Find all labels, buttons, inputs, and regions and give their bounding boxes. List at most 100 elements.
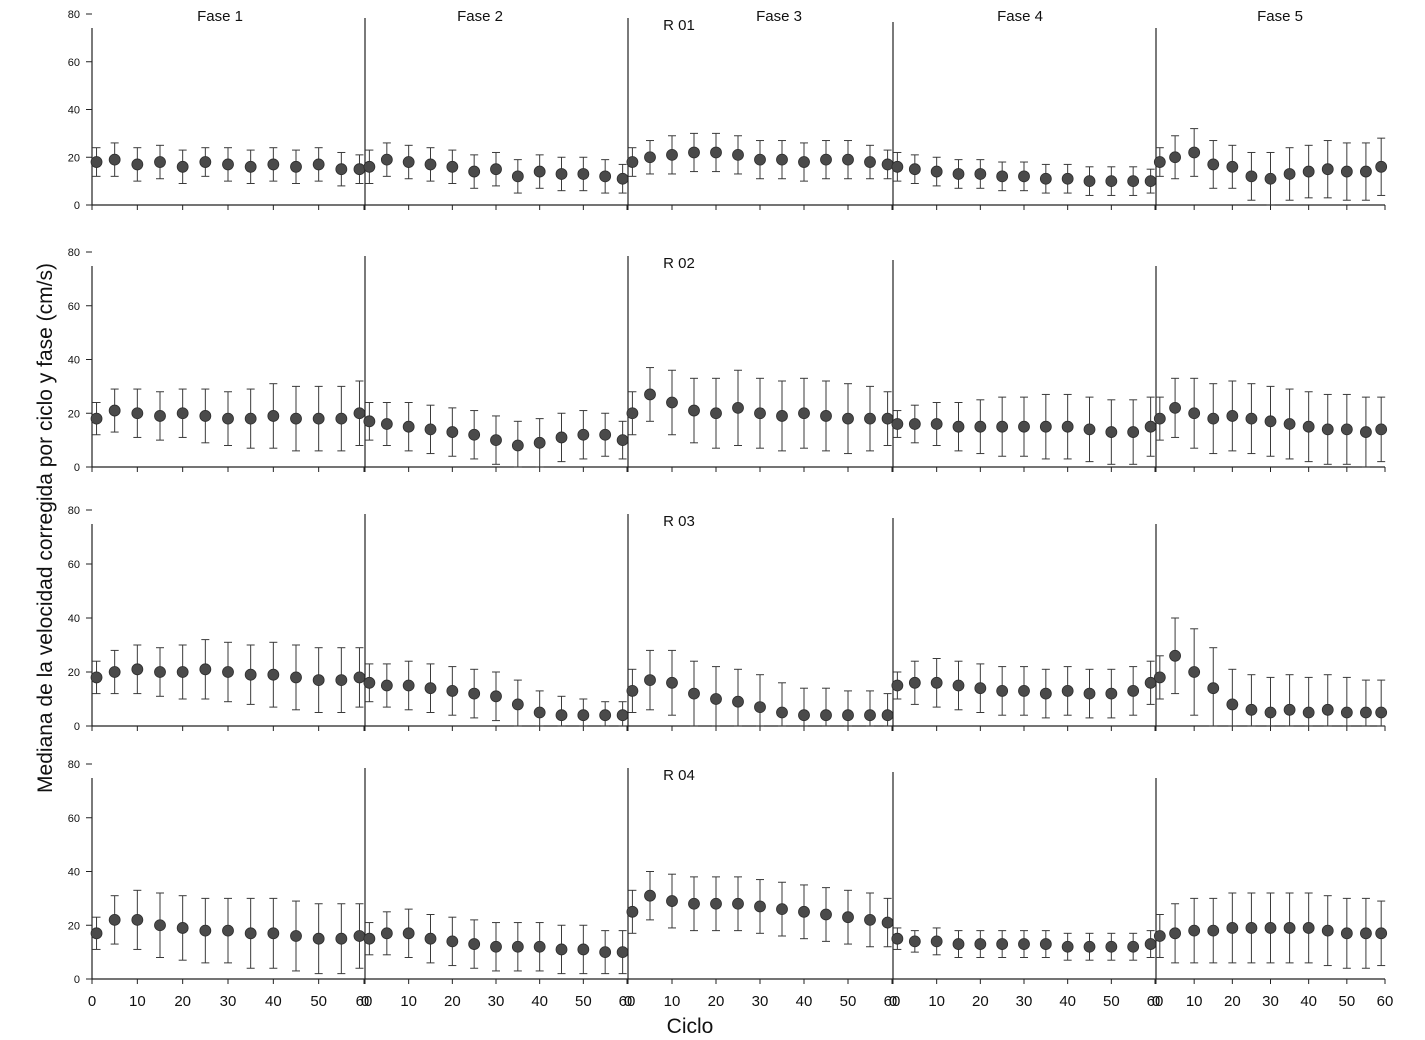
data-point xyxy=(446,160,459,173)
data-point xyxy=(312,932,325,945)
data-point xyxy=(154,919,166,932)
data-point xyxy=(616,709,629,722)
data-point xyxy=(1061,685,1074,697)
data-point xyxy=(1207,412,1220,425)
data-point xyxy=(842,153,854,166)
panel-title: R 04 xyxy=(663,767,695,784)
x-tick-label: 60 xyxy=(1147,993,1164,1010)
x-tick-label: 20 xyxy=(1224,993,1241,1010)
data-point xyxy=(555,709,568,722)
x-tick-label: 20 xyxy=(174,993,191,1010)
phase-5 xyxy=(1153,28,1388,210)
data-point xyxy=(1264,172,1277,185)
data-point xyxy=(908,418,921,430)
data-point xyxy=(732,401,744,414)
data-point xyxy=(688,687,700,700)
data-point xyxy=(842,709,854,722)
data-point xyxy=(1144,175,1157,188)
data-point xyxy=(1188,146,1201,159)
data-point xyxy=(820,709,832,722)
data-point xyxy=(446,935,459,948)
data-point xyxy=(176,160,189,173)
data-point xyxy=(222,158,234,171)
data-point xyxy=(1144,938,1157,950)
data-point xyxy=(776,153,788,166)
y-tick-label: 80 xyxy=(68,9,80,21)
data-point xyxy=(222,412,234,425)
phase-3: 0 10 20 30 40 50 60 xyxy=(624,768,900,1010)
data-point xyxy=(1018,170,1030,183)
data-point xyxy=(1245,922,1258,934)
panel-r01: R 01 0 20 40 60 80 xyxy=(68,9,1388,212)
data-point xyxy=(996,938,1009,950)
data-point xyxy=(1039,687,1052,700)
data-point xyxy=(1321,423,1334,436)
data-point xyxy=(533,706,546,719)
data-point xyxy=(930,935,943,948)
data-point xyxy=(290,671,302,684)
data-point xyxy=(1226,698,1239,711)
y-tick-label: 0 xyxy=(74,200,80,212)
data-point xyxy=(798,905,810,918)
data-point xyxy=(290,930,302,942)
data-point xyxy=(1207,682,1220,695)
data-point xyxy=(244,412,257,425)
data-point xyxy=(90,671,103,684)
data-point xyxy=(1127,426,1140,438)
data-point xyxy=(666,895,678,907)
y-tick-label: 20 xyxy=(68,152,80,164)
data-point xyxy=(533,940,546,953)
data-point xyxy=(754,407,766,420)
y-tick-label: 40 xyxy=(68,613,80,625)
panel-r02: R 02 0 20 40 60 80 xyxy=(68,247,1388,474)
x-tick-label: 50 xyxy=(1103,993,1120,1010)
x-tick-label: 20 xyxy=(972,993,989,1010)
data-point xyxy=(1083,940,1096,953)
data-point xyxy=(533,165,546,178)
data-point xyxy=(626,685,639,697)
data-point xyxy=(335,163,348,176)
data-point xyxy=(881,916,894,929)
x-tick-label: 30 xyxy=(1262,993,1279,1010)
data-point xyxy=(1340,165,1353,178)
data-point xyxy=(666,148,678,161)
x-tick-label: 0 xyxy=(889,993,897,1010)
data-point xyxy=(1302,922,1315,934)
data-point xyxy=(363,932,376,945)
data-point xyxy=(864,709,876,722)
x-tick-label: 60 xyxy=(1377,993,1394,1010)
x-tick-label: 20 xyxy=(708,993,725,1010)
data-point xyxy=(688,897,700,910)
data-point xyxy=(511,170,524,183)
x-tick-label: 60 xyxy=(619,993,636,1010)
data-point xyxy=(244,668,257,681)
data-point xyxy=(353,671,366,684)
data-point xyxy=(131,158,144,171)
data-point xyxy=(1018,685,1030,697)
data-point xyxy=(1264,706,1277,719)
data-point xyxy=(754,153,766,166)
data-point xyxy=(490,690,502,703)
x-tick-label: 50 xyxy=(1338,993,1355,1010)
y-tick-label: 20 xyxy=(68,667,80,679)
data-point xyxy=(402,927,415,940)
panel-r03: R 03 0 20 40 60 80 xyxy=(68,505,1388,733)
data-point xyxy=(930,676,943,689)
data-point xyxy=(90,412,103,425)
data-point xyxy=(930,418,943,430)
data-point xyxy=(363,415,376,428)
data-point xyxy=(90,156,103,168)
data-point xyxy=(154,666,166,678)
phase-5 xyxy=(1153,266,1388,472)
data-point xyxy=(222,666,234,678)
data-point xyxy=(446,685,459,697)
x-tick-label: 50 xyxy=(575,993,592,1010)
data-point xyxy=(798,156,810,168)
data-point xyxy=(1375,423,1388,436)
phase-2 xyxy=(363,514,629,731)
data-point xyxy=(363,676,376,689)
data-point xyxy=(616,172,629,185)
data-point xyxy=(1039,938,1052,950)
data-point xyxy=(511,439,524,452)
data-point xyxy=(402,156,415,168)
